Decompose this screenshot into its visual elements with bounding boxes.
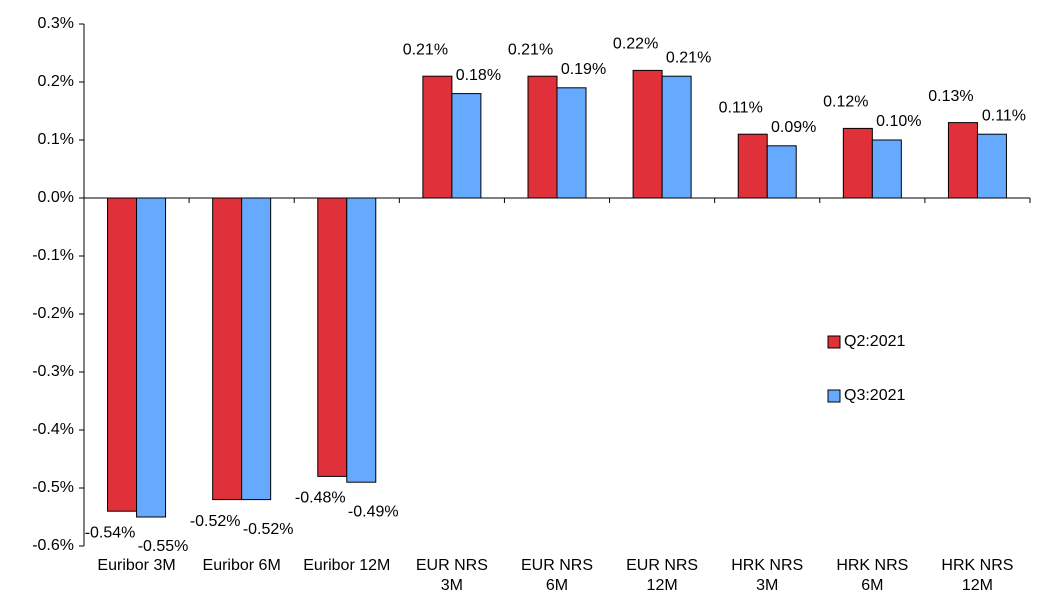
y-tick-label: 0.1% bbox=[38, 131, 74, 148]
data-label: 0.19% bbox=[561, 61, 606, 78]
y-tick-label: 0.0% bbox=[38, 189, 74, 206]
bar bbox=[976, 133, 1007, 199]
data-label: 0.22% bbox=[613, 36, 658, 53]
data-label: 0.21% bbox=[403, 41, 448, 58]
bar bbox=[136, 197, 167, 518]
x-tick-label: HRK NRS 12M bbox=[941, 557, 1013, 594]
bar bbox=[661, 75, 692, 199]
x-tick-label: Euribor 6M bbox=[203, 557, 281, 574]
y-tick-label: -0.4% bbox=[32, 421, 74, 438]
data-label: -0.49% bbox=[348, 503, 399, 520]
data-label: 0.11% bbox=[719, 99, 763, 116]
data-label: 0.13% bbox=[928, 88, 973, 105]
x-tick-label: HRK NRS 6M bbox=[836, 557, 908, 594]
legend-label: Q2:2021 bbox=[844, 333, 905, 350]
data-label: -0.48% bbox=[295, 490, 346, 507]
bar bbox=[212, 197, 243, 501]
bar bbox=[766, 145, 797, 199]
bar bbox=[451, 93, 482, 199]
x-tick-label: HRK NRS 3M bbox=[731, 557, 803, 594]
data-label: 0.21% bbox=[508, 41, 553, 58]
y-tick-label: -0.1% bbox=[32, 247, 74, 264]
data-label: 0.10% bbox=[876, 113, 921, 130]
data-label: 0.09% bbox=[771, 119, 816, 136]
bar bbox=[527, 75, 558, 199]
bar bbox=[842, 127, 873, 199]
data-label: 0.18% bbox=[456, 67, 501, 84]
data-label: -0.54% bbox=[85, 524, 136, 541]
x-tick-label: EUR NRS 6M bbox=[521, 557, 593, 594]
x-tick-label: EUR NRS 12M bbox=[626, 557, 698, 594]
x-tick-label: Euribor 12M bbox=[303, 557, 390, 574]
legend-swatch bbox=[827, 389, 841, 403]
x-tick-label: Euribor 3M bbox=[97, 557, 175, 574]
bar bbox=[107, 197, 138, 512]
y-tick-label: -0.5% bbox=[32, 479, 74, 496]
y-tick-label: 0.3% bbox=[38, 15, 74, 32]
data-label: -0.52% bbox=[190, 513, 241, 530]
bar bbox=[947, 122, 978, 199]
legend-label: Q3:2021 bbox=[844, 387, 905, 404]
x-tick-label: EUR NRS 3M bbox=[416, 557, 488, 594]
bar bbox=[241, 197, 272, 501]
y-tick-label: -0.6% bbox=[32, 537, 74, 554]
bar bbox=[556, 87, 587, 199]
data-label: 0.11% bbox=[982, 107, 1026, 124]
data-label: 0.12% bbox=[823, 94, 868, 111]
bar bbox=[317, 197, 348, 477]
bar bbox=[632, 69, 663, 199]
bar bbox=[737, 133, 768, 199]
legend-swatch bbox=[827, 335, 841, 349]
data-label: -0.55% bbox=[138, 538, 189, 555]
data-label: 0.21% bbox=[666, 49, 711, 66]
bar bbox=[422, 75, 453, 199]
data-label: -0.52% bbox=[243, 521, 294, 538]
y-tick-label: 0.2% bbox=[38, 73, 74, 90]
y-tick-label: -0.2% bbox=[32, 305, 74, 322]
y-tick-label: -0.3% bbox=[32, 363, 74, 380]
bar bbox=[871, 139, 902, 199]
bar bbox=[346, 197, 377, 483]
